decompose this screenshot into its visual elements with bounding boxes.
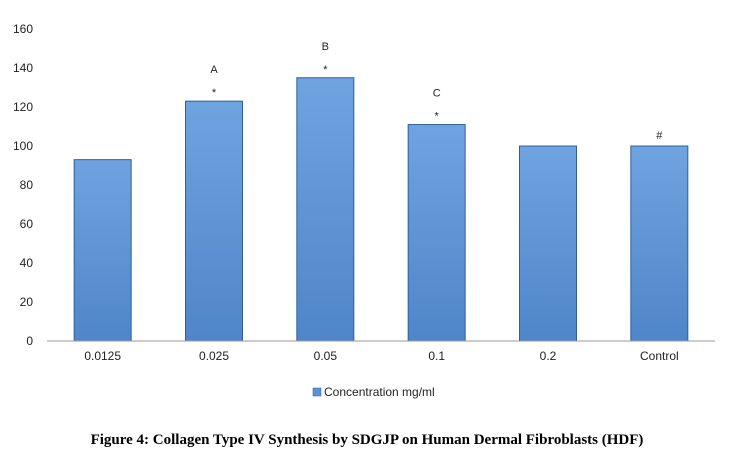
bar xyxy=(630,145,689,342)
y-tick-label: 120 xyxy=(13,100,33,114)
x-tick-label: 0.2 xyxy=(540,349,557,363)
x-tick-label: 0.1 xyxy=(428,349,445,363)
x-axis: 0.0125 0.025 0.05 0.1 0.2 Control xyxy=(84,349,678,363)
legend: Concentration mg/ml xyxy=(312,385,435,399)
significance-marker: * xyxy=(435,111,440,123)
x-tick-label: Control xyxy=(640,349,679,363)
y-axis: 0 20 40 60 80 100 120 140 160 xyxy=(13,22,33,348)
y-tick-label: 100 xyxy=(13,139,33,153)
legend-label: Concentration mg/ml xyxy=(324,385,435,399)
bars-group xyxy=(73,77,689,342)
bar xyxy=(407,124,466,342)
bar xyxy=(519,145,577,342)
y-tick-label: 20 xyxy=(20,295,34,309)
x-tick-label: 0.05 xyxy=(314,349,338,363)
figure-caption: Figure 4: Collagen Type IV Synthesis by … xyxy=(90,432,644,448)
y-tick-label: 160 xyxy=(13,22,33,36)
significance-letter: B xyxy=(322,41,329,53)
annotations-group: * A * B * C # xyxy=(210,41,663,142)
significance-marker: # xyxy=(656,130,663,142)
y-tick-label: 60 xyxy=(20,217,34,231)
y-tick-label: 0 xyxy=(26,334,33,348)
x-tick-label: 0.0125 xyxy=(84,349,121,363)
legend-swatch xyxy=(312,387,322,397)
bar-chart: 0 20 40 60 80 100 120 140 160 * A * B * C # 0.0125 0.02… xyxy=(13,22,715,399)
bar xyxy=(296,77,355,342)
significance-marker: * xyxy=(323,64,328,76)
y-tick-label: 80 xyxy=(20,178,34,192)
significance-letter: C xyxy=(433,88,441,100)
y-tick-label: 140 xyxy=(13,61,33,75)
significance-letter: A xyxy=(210,64,218,76)
y-tick-label: 40 xyxy=(20,256,34,270)
x-tick-label: 0.025 xyxy=(199,349,229,363)
bar xyxy=(185,100,243,342)
bar xyxy=(73,159,132,342)
significance-marker: * xyxy=(212,87,217,99)
